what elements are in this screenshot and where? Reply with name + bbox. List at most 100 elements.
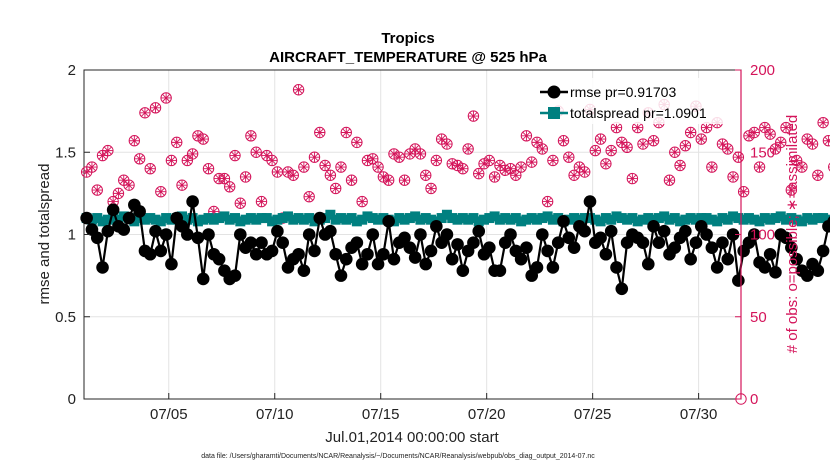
- x-tick-label: 07/10: [256, 406, 294, 423]
- obs-assimilated-marker: [728, 171, 739, 182]
- obs-assimilated-marker: [743, 130, 754, 141]
- obs-assimilated-marker: [394, 152, 405, 163]
- rmse-point: [377, 247, 390, 261]
- totalspread-point: [463, 214, 474, 225]
- totalspread-point: [759, 213, 770, 224]
- obs-assimilated-marker: [791, 155, 802, 166]
- rmse-point: [361, 247, 374, 261]
- obs-assimilated-marker: [367, 153, 378, 164]
- totalspread-point: [245, 213, 256, 224]
- rmse-point: [196, 272, 210, 286]
- totalspread-point: [325, 209, 336, 220]
- obs-assimilated-marker: [145, 163, 156, 174]
- obs-assimilated-marker: [818, 117, 829, 128]
- totalspread-point: [97, 216, 108, 227]
- totalspread-point: [706, 214, 717, 225]
- obs-assimilated-marker: [404, 148, 415, 159]
- x-tick-label: 07/25: [574, 406, 612, 423]
- obs-assimilated-marker: [452, 160, 463, 171]
- totalspread-point: [606, 214, 617, 225]
- totalspread-point: [494, 214, 505, 225]
- obs-assimilated-marker: [224, 181, 235, 192]
- rmse-point: [371, 257, 385, 271]
- obs-assimilated-marker: [786, 185, 797, 196]
- left-y-axis-label: rmse and totalspread: [36, 164, 53, 305]
- totalspread-point: [267, 216, 278, 227]
- rmse-point: [710, 261, 724, 274]
- obs-assimilated-marker: [558, 135, 569, 146]
- obs-assimilated-marker: [812, 170, 823, 181]
- totalspread-point: [500, 213, 511, 224]
- obs-assimilated-marker: [150, 102, 161, 113]
- obs-assimilated-marker: [494, 160, 505, 171]
- obs-possible-marker: [314, 126, 326, 139]
- obs-possible-marker: [202, 163, 215, 175]
- obs-assimilated-marker: [463, 143, 474, 154]
- obs-possible-marker: [324, 169, 337, 181]
- totalspread-point: [473, 216, 484, 227]
- obs-assimilated-marker: [426, 183, 437, 194]
- obs-assimilated-marker: [129, 135, 140, 146]
- totalspread-point: [659, 211, 670, 222]
- obs-assimilated-marker: [468, 111, 479, 122]
- obs-possible-marker: [171, 136, 183, 149]
- obs-possible-marker: [510, 169, 522, 181]
- obs-assimilated-marker: [823, 135, 830, 146]
- totalspread-point: [765, 214, 776, 225]
- totalspread-point: [224, 214, 235, 225]
- obs-possible-marker: [160, 92, 172, 104]
- totalspread-point: [261, 213, 272, 224]
- obs-assimilated-marker: [320, 160, 331, 171]
- totalspread-point: [420, 213, 431, 224]
- totalspread-point: [796, 216, 807, 227]
- totalspread-point: [214, 213, 225, 224]
- obs-possible-marker: [473, 167, 485, 180]
- obs-assimilated-marker: [717, 139, 728, 150]
- obs-possible-marker: [488, 171, 501, 183]
- obs-assimilated-marker: [775, 137, 786, 148]
- obs-possible-marker: [112, 187, 125, 200]
- totalspread-point: [447, 213, 458, 224]
- chart-title: Tropics: [381, 30, 434, 47]
- rmse-point: [726, 228, 740, 241]
- rmse-point: [615, 282, 629, 296]
- rmse-point: [679, 224, 692, 238]
- rmse-point: [202, 228, 215, 241]
- totalspread-point: [664, 214, 675, 225]
- obs-assimilated-marker: [351, 137, 362, 148]
- obs-assimilated-marker: [420, 170, 431, 181]
- obs-assimilated-marker: [134, 153, 145, 164]
- rmse-point: [652, 236, 666, 250]
- totalspread-point: [288, 214, 299, 225]
- rmse-point: [191, 231, 205, 245]
- legend: rmse pr=0.91703 totalspread pr=1.0901: [538, 78, 738, 124]
- rmse-point: [779, 231, 793, 245]
- obs-assimilated-marker: [92, 185, 103, 196]
- obs-possible-marker: [303, 190, 315, 203]
- obs-possible-marker: [547, 154, 559, 167]
- totalspread-point: [510, 213, 521, 224]
- totalspread-point: [579, 213, 590, 224]
- rmse-point: [329, 247, 342, 261]
- totalspread-point: [362, 211, 373, 222]
- obs-possible-marker: [351, 136, 363, 149]
- totalspread-point: [770, 213, 781, 224]
- totalspread-point: [113, 214, 124, 225]
- totalspread-point: [516, 216, 527, 227]
- obs-assimilated-marker: [685, 127, 696, 138]
- totalspread-point: [457, 213, 468, 224]
- totalspread-point: [791, 214, 802, 225]
- rmse-point: [483, 241, 496, 254]
- rmse-point: [536, 228, 549, 241]
- legend-spread-label: totalspread pr=1.0901: [570, 105, 707, 121]
- obs-assimilated-marker: [373, 162, 384, 173]
- rmse-point: [747, 228, 761, 241]
- obs-assimilated-marker: [240, 171, 251, 182]
- obs-possible-marker: [186, 148, 199, 160]
- totalspread-point: [595, 216, 606, 227]
- totalspread-point: [235, 216, 246, 227]
- totalspread-point: [818, 213, 829, 224]
- obs-possible-marker: [695, 133, 707, 145]
- obs-possible-marker: [515, 161, 527, 173]
- totalspread-point: [277, 213, 288, 224]
